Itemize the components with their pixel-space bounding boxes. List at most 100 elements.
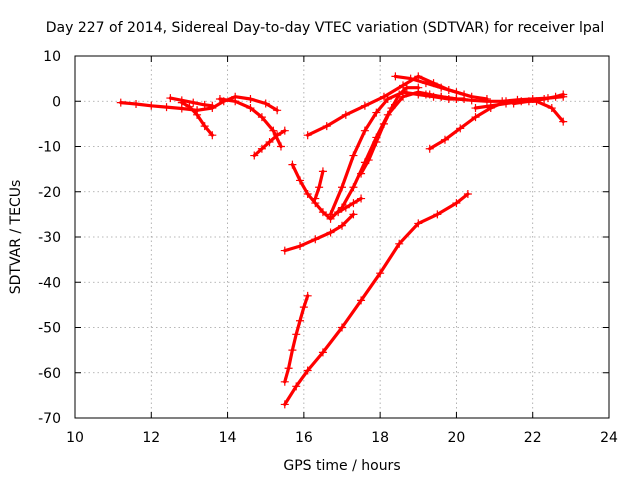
data-point	[349, 151, 358, 160]
data-point	[257, 113, 266, 122]
chart-title: Day 227 of 2014, Sidereal Day-to-day VTE…	[46, 20, 604, 36]
series-arc-12	[357, 83, 423, 178]
data-point	[471, 113, 480, 122]
y-axis-label: SDTVAR / TECUs	[8, 180, 24, 295]
series-line	[283, 212, 355, 253]
data-point	[372, 108, 381, 117]
x-tick-label: 10	[66, 430, 84, 446]
y-tick-label: -60	[38, 366, 61, 382]
data-point	[303, 291, 312, 300]
series-arc-8	[311, 167, 327, 203]
data-point	[177, 98, 186, 107]
data-point	[524, 97, 533, 106]
series-arc-11	[334, 194, 366, 217]
data-point	[341, 203, 350, 212]
data-point	[116, 98, 125, 107]
x-tick-label: 14	[219, 430, 237, 446]
data-point	[166, 94, 175, 103]
data-point	[162, 103, 171, 112]
ticks: 10 12 14 16 18 20 22 24 10 0 -10 -20 -30 -40 -50 -60 -70	[38, 49, 618, 446]
data-point	[311, 194, 320, 203]
data-point	[284, 364, 293, 373]
data-point	[322, 122, 331, 131]
data-point	[414, 83, 423, 92]
data-point	[338, 183, 346, 192]
data-point	[334, 208, 343, 217]
data-point	[296, 316, 305, 325]
data-point	[280, 400, 289, 409]
data-point	[261, 99, 270, 108]
data-point	[292, 382, 301, 391]
data-point	[193, 106, 202, 115]
x-tick-label: 22	[524, 430, 542, 446]
data-point	[349, 210, 358, 219]
series-arc-5	[215, 94, 285, 151]
series-arc-18	[280, 210, 358, 255]
data-point	[364, 156, 373, 165]
data-point	[471, 104, 480, 113]
data-point	[147, 101, 156, 110]
series-arc-17	[509, 90, 568, 108]
data-point	[276, 142, 285, 151]
series-line	[359, 86, 420, 176]
y-tick-label: 0	[52, 94, 61, 110]
x-tick-label: 24	[600, 430, 618, 446]
data-point	[551, 92, 560, 101]
data-point	[311, 235, 320, 244]
data-point	[357, 169, 366, 178]
data-point	[215, 94, 224, 103]
data-point	[273, 106, 282, 115]
data-point	[273, 131, 282, 140]
data-point	[318, 348, 327, 357]
data-point	[509, 99, 518, 108]
data-point	[452, 94, 461, 103]
series-arc-19	[280, 291, 312, 386]
data-point	[360, 126, 369, 135]
data-point	[395, 239, 404, 248]
data-point	[280, 246, 289, 255]
y-tick-label: -10	[38, 140, 61, 156]
data-point	[357, 194, 366, 203]
series-arc-4	[193, 92, 282, 115]
data-point	[208, 131, 217, 140]
data-point	[326, 228, 335, 237]
data-point	[467, 96, 476, 105]
y-tick-label: -70	[38, 411, 61, 427]
x-tick-label: 18	[371, 430, 389, 446]
data-point	[456, 124, 465, 133]
data-point	[395, 90, 404, 99]
data-point	[288, 160, 297, 169]
data-point	[246, 104, 255, 113]
data-point	[303, 131, 312, 140]
data-point	[437, 92, 446, 101]
data-point	[208, 104, 217, 113]
data-point	[357, 296, 366, 305]
data-point	[341, 110, 350, 119]
data-point	[265, 137, 274, 146]
data-point	[372, 137, 381, 146]
data-point	[376, 269, 385, 278]
x-tick-label: 12	[142, 430, 160, 446]
data-point	[200, 122, 209, 131]
data-point	[463, 190, 472, 199]
series-line	[290, 90, 458, 221]
data-point	[452, 199, 461, 208]
data-point	[303, 190, 312, 199]
data-point	[338, 221, 346, 230]
data-point	[402, 83, 411, 92]
y-tick-label: 10	[43, 49, 61, 65]
grid	[75, 56, 609, 418]
series-line	[329, 90, 466, 216]
data-point	[502, 99, 511, 108]
data-point	[303, 366, 312, 375]
data-point	[559, 117, 568, 126]
x-tick-label: 20	[448, 430, 466, 446]
data-point	[540, 94, 549, 103]
data-point	[296, 176, 305, 185]
data-point	[189, 98, 198, 107]
data-point	[437, 83, 446, 92]
x-axis-label: GPS time / hours	[283, 458, 400, 474]
data-point	[288, 346, 297, 355]
data-point	[349, 183, 358, 192]
